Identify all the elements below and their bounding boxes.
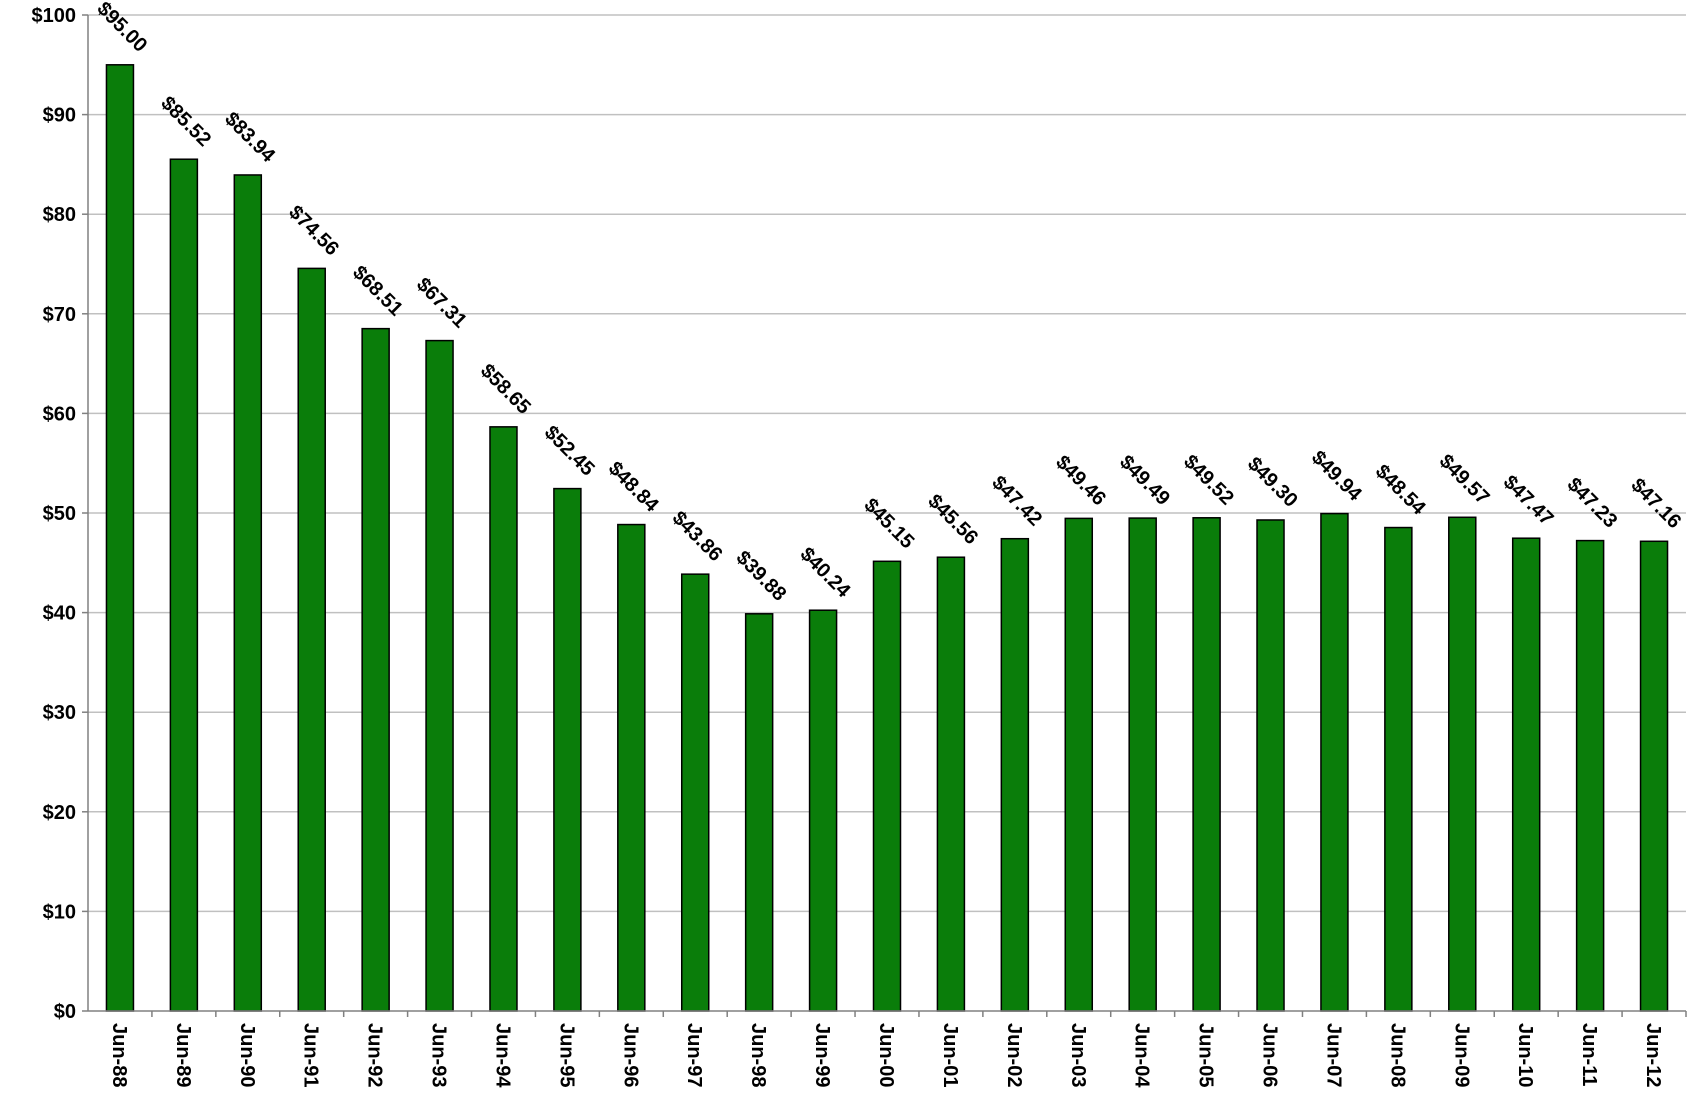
data-label: $95.00 (92, 0, 151, 57)
y-tick-label: $60 (43, 403, 76, 425)
data-label: $45.15 (859, 494, 918, 553)
data-label: $85.52 (156, 92, 215, 151)
x-tick-label: Jun-01 (939, 1023, 961, 1087)
data-label: $40.24 (796, 543, 855, 602)
x-tick-label: Jun-05 (1195, 1023, 1217, 1087)
data-labels: $95.00$85.52 $83.94$74.56$68.51 $67.31$58.… (92, 0, 1685, 606)
x-tick-label: Jun-11 (1578, 1023, 1600, 1086)
data-label: $49.30 (1243, 453, 1302, 512)
bar-jun-93 (425, 339, 454, 1012)
bar-jun-97 (680, 573, 710, 1012)
x-tick-label: Jun-97 (683, 1023, 705, 1087)
bar-jun-03 (1064, 517, 1094, 1012)
y-tick-labels: $0 $10 $20 $30 $40 $50 $60 $70 $80 $90 $100 (32, 5, 77, 1023)
bar-jun-01 (936, 556, 966, 1012)
x-tick-label: Jun-98 (747, 1023, 769, 1087)
bar-jun-95 (553, 487, 582, 1012)
data-label: $45.56 (923, 490, 982, 549)
x-tick-label: Jun-95 (555, 1023, 577, 1087)
x-tick-label: Jun-91 (300, 1023, 322, 1087)
x-tick-label: Jun-04 (1131, 1023, 1153, 1088)
x-tick-labels: Jun-88 Jun-89 Jun-90 Jun-91 Jun-92 Jun-93 Jun-… (108, 1023, 1664, 1088)
x-tick-label: Jun-00 (875, 1023, 897, 1087)
y-tick-label: $80 (43, 204, 76, 226)
data-label: $67.31 (412, 274, 471, 333)
x-tick-label: Jun-93 (428, 1023, 450, 1087)
y-tick-label: $10 (43, 901, 76, 923)
bar-jun-12 (1639, 540, 1669, 1012)
data-label: $52.45 (540, 422, 599, 481)
x-tick-label: Jun-09 (1450, 1023, 1472, 1087)
x-tick-label: Jun-90 (236, 1023, 258, 1087)
bar-jun-98 (744, 613, 774, 1012)
bar-jun-94 (489, 426, 518, 1012)
data-label: $48.84 (604, 458, 663, 517)
data-label: $83.94 (220, 108, 279, 167)
bar-jun-89 (169, 158, 199, 1012)
bar-jun-02 (1000, 537, 1030, 1012)
data-label: $39.88 (732, 547, 791, 606)
x-tick-label: Jun-89 (172, 1023, 194, 1087)
y-tick-label: $70 (43, 304, 76, 326)
x-tick-label: Jun-94 (491, 1023, 513, 1088)
bar-jun-11 (1575, 539, 1605, 1012)
x-tick-label: Jun-96 (619, 1023, 641, 1087)
x-tick-label: Jun-03 (1067, 1023, 1089, 1087)
data-label: $47.16 (1627, 474, 1686, 533)
bar-jun-99 (808, 609, 838, 1012)
x-tick-label: Jun-12 (1642, 1023, 1664, 1087)
bar-jun-90 (233, 174, 263, 1012)
y-tick-label: $30 (43, 702, 76, 724)
bar-jun-07 (1320, 512, 1349, 1012)
data-label: $49.52 (1179, 451, 1238, 510)
bar-jun-92 (361, 327, 390, 1012)
data-label: $58.65 (476, 360, 535, 419)
data-label: $68.51 (348, 262, 407, 321)
gridlines (88, 14, 1686, 913)
x-tick-label: Jun-88 (108, 1023, 130, 1087)
bar-jun-08 (1384, 526, 1413, 1012)
x-tick-label: Jun-10 (1514, 1023, 1536, 1087)
data-label: $47.42 (987, 472, 1046, 531)
x-tick-label: Jun-08 (1386, 1023, 1408, 1087)
x-tick-label: Jun-99 (811, 1023, 833, 1087)
y-tick-label: $0 (54, 1001, 76, 1023)
data-label: $48.54 (1371, 461, 1430, 520)
x-tick-label: Jun-07 (1322, 1023, 1344, 1087)
y-tick-label: $90 (43, 105, 76, 127)
x-tick-label: Jun-06 (1259, 1023, 1281, 1087)
data-label: $43.86 (668, 507, 727, 566)
y-tick-label: $100 (32, 5, 77, 27)
data-label: $49.46 (1051, 451, 1110, 510)
data-label: $47.47 (1499, 471, 1558, 530)
y-tick-label: $50 (43, 503, 76, 525)
data-label: $49.94 (1307, 447, 1366, 506)
x-tick-label: Jun-92 (364, 1023, 386, 1087)
axes (82, 14, 1687, 1017)
data-label: $49.57 (1435, 450, 1494, 509)
bar-jun-91 (297, 267, 326, 1012)
bar-jun-06 (1256, 519, 1285, 1012)
bars (105, 64, 1669, 1012)
y-tick-label: $20 (43, 802, 76, 824)
bar-jun-05 (1192, 517, 1221, 1012)
data-label: $49.49 (1115, 451, 1174, 510)
bar-jun-88 (105, 64, 135, 1012)
bar-jun-09 (1448, 516, 1477, 1012)
y-tick-label: $40 (43, 603, 76, 625)
data-label: $47.23 (1563, 474, 1622, 533)
bar-jun-96 (617, 523, 646, 1012)
bar-jun-10 (1511, 537, 1541, 1012)
bar-jun-00 (872, 560, 902, 1012)
data-label: $74.56 (284, 201, 343, 260)
x-tick-label: Jun-02 (1003, 1023, 1025, 1087)
bar-jun-04 (1128, 517, 1157, 1012)
